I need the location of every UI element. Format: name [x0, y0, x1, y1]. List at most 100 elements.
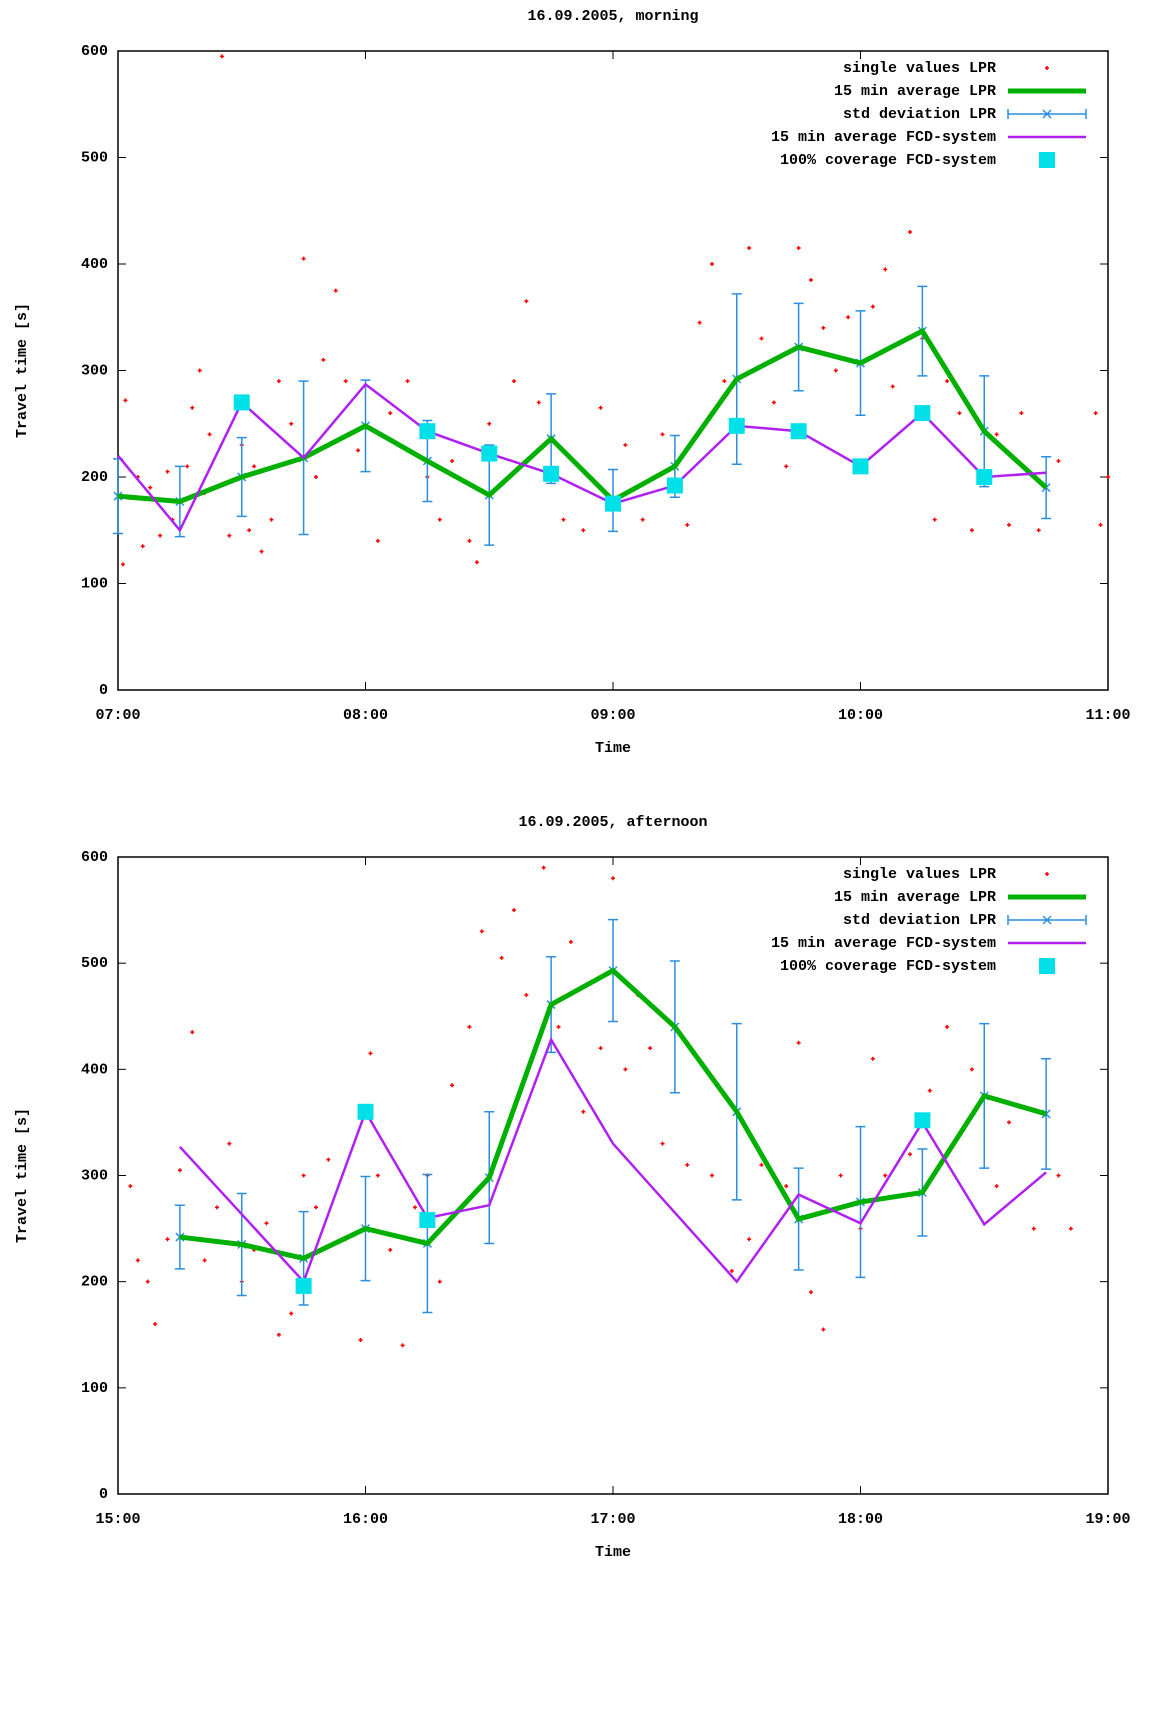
x-tick-label: 15:00 [95, 1511, 140, 1528]
scatter-point [623, 443, 628, 448]
scatter-point [994, 432, 999, 437]
x-tick-label: 07:00 [95, 707, 140, 724]
scatter-point [685, 1162, 690, 1167]
scatter-point [259, 549, 264, 554]
scatter-point [487, 421, 492, 426]
scatter-point [908, 230, 912, 235]
x-tick-label: 11:00 [1085, 707, 1130, 724]
scatter-point [375, 1173, 380, 1178]
scatter-point [747, 246, 752, 251]
scatter-point [207, 432, 212, 437]
scatter-point [1093, 411, 1098, 416]
x-tick-label: 16:00 [343, 1511, 388, 1528]
scatter-point [568, 939, 573, 944]
line [178, 1036, 1047, 1285]
legend-label: std deviation LPR [843, 106, 996, 123]
square-marker [605, 495, 621, 512]
scatter-point [1106, 475, 1110, 479]
error-bar [1041, 456, 1052, 520]
x-tick-label: 19:00 [1085, 1511, 1130, 1528]
scatter-point [697, 320, 702, 325]
scatter-point [747, 1237, 752, 1242]
scatter-point [784, 1184, 789, 1189]
scatter-point [437, 517, 442, 522]
scatter-point [838, 1173, 843, 1178]
scatter-point [388, 1247, 393, 1252]
scatter-point [165, 1237, 170, 1242]
scatter-point [128, 1184, 133, 1189]
scatter-point [474, 560, 479, 565]
scatter-point [227, 1141, 232, 1146]
scatter-point [289, 1311, 294, 1316]
scatter-point [301, 1173, 306, 1178]
y-tick-label: 0 [99, 682, 108, 699]
scatter-point [883, 1173, 888, 1178]
x-axis-label: Time [595, 740, 631, 757]
scatter-point [883, 267, 888, 272]
scatter-point [821, 325, 826, 330]
scatter-point [185, 464, 190, 469]
scatter-point [759, 336, 764, 341]
scatter-point [640, 517, 645, 522]
scatter-point [598, 1046, 603, 1051]
legend-swatch [1045, 872, 1049, 876]
scatter-point [343, 379, 348, 384]
scatter-point [623, 1067, 628, 1072]
x-tick-label: 10:00 [838, 707, 883, 724]
scatter-point [165, 469, 170, 474]
scatter-point [276, 379, 281, 384]
legend-label: std deviation LPR [843, 912, 996, 929]
scatter-point [1098, 522, 1103, 527]
scatter-point [890, 384, 895, 389]
scatter-point [1031, 1226, 1036, 1231]
scatter-point [215, 1205, 219, 1210]
scatter-point [846, 315, 851, 320]
scatter-point [648, 1046, 653, 1051]
scatter-point [759, 1162, 764, 1167]
scatter-point [197, 368, 202, 373]
legend-label: 15 min average FCD-system [771, 129, 996, 146]
scatter-point [177, 1168, 182, 1173]
y-tick-label: 0 [99, 1486, 108, 1503]
legend-swatch [1039, 958, 1055, 974]
scatter-point [467, 538, 472, 543]
scatter-point [289, 421, 294, 426]
legend-label: 15 min average LPR [834, 83, 996, 100]
scatter-point [252, 464, 257, 469]
chart-title: 16.09.2005, afternoon [518, 814, 707, 831]
scatter-point [927, 1088, 932, 1093]
legend-label: single values LPR [843, 866, 996, 883]
square-marker [481, 445, 498, 462]
square-marker [728, 417, 745, 434]
square-marker [543, 465, 560, 482]
scatter-point [358, 1338, 363, 1343]
scatter-point [821, 1327, 826, 1332]
scatter-point [1007, 522, 1011, 527]
scatter-point [722, 379, 727, 384]
scatter-point [368, 1051, 373, 1056]
scatter-point [524, 993, 529, 998]
scatter-point [932, 517, 937, 522]
x-axis-label: Time [595, 1544, 631, 1561]
x-tick-label: 09:00 [590, 707, 635, 724]
scatter-point [269, 517, 274, 522]
x-tick-label: 18:00 [838, 1511, 883, 1528]
scatter-point [145, 1279, 150, 1284]
square-marker [357, 1103, 374, 1120]
scatter-point [123, 398, 128, 403]
y-tick-label: 400 [81, 1061, 108, 1078]
scatter-point [1068, 1226, 1073, 1231]
scatter-point [1056, 1173, 1061, 1178]
scatter-point [796, 246, 801, 251]
legend-swatch [1007, 915, 1087, 925]
scatter-point [729, 1269, 734, 1274]
scatter-point [375, 538, 380, 543]
scatter-point [467, 1024, 472, 1029]
scatter-point [247, 528, 252, 533]
scatter-point [135, 1258, 140, 1263]
legend-label: 100% coverage FCD-system [780, 958, 996, 975]
square-marker [295, 1277, 312, 1294]
scatter-point [301, 256, 306, 261]
scatter-point [598, 405, 603, 410]
